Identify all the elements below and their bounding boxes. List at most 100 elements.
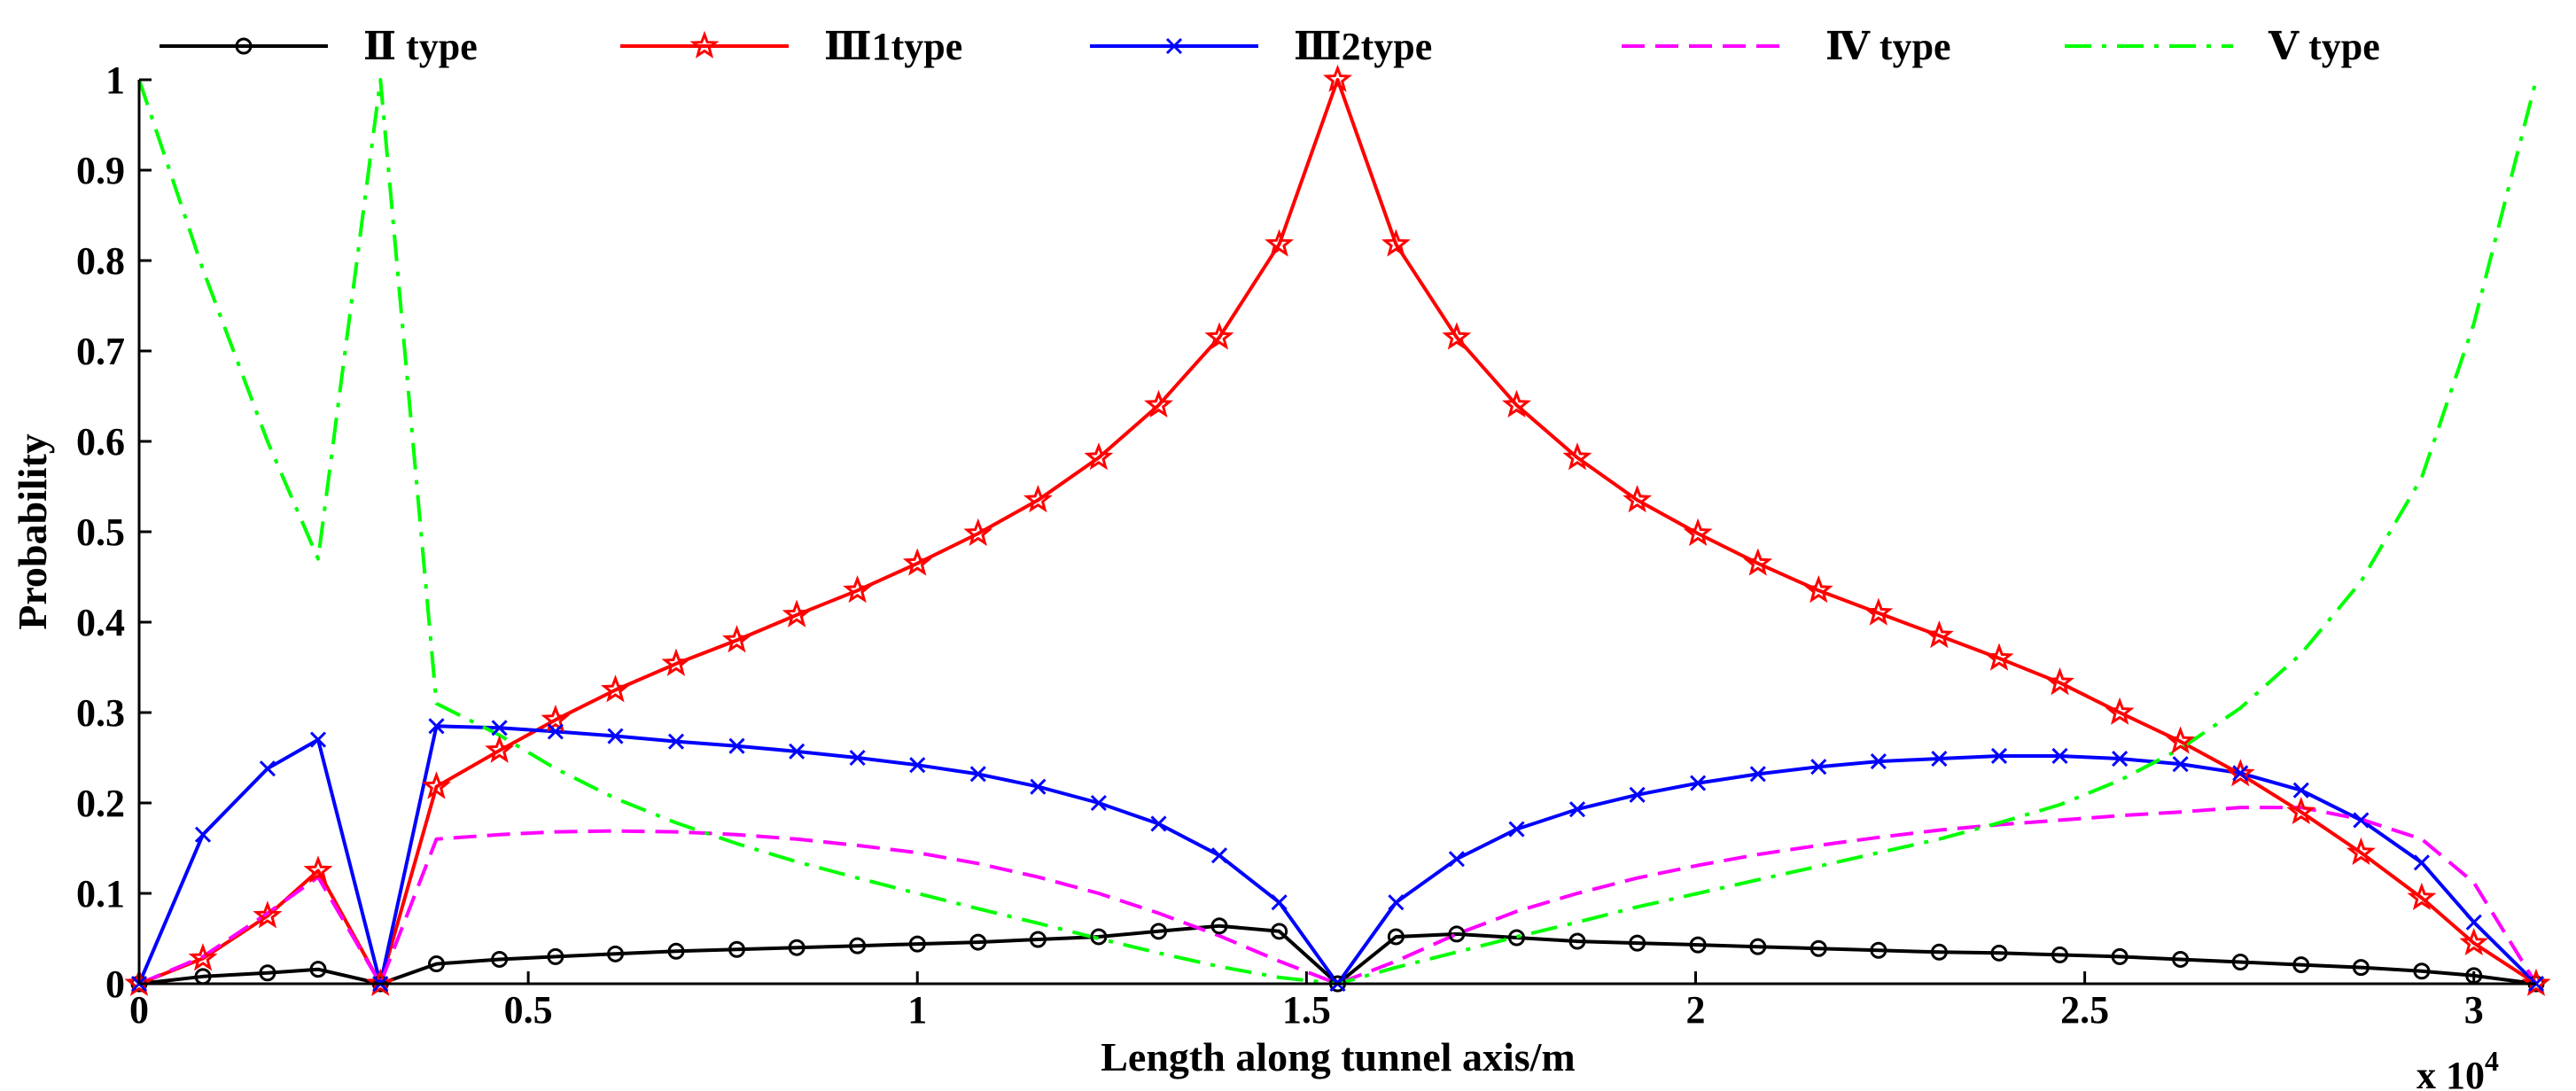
series-2-point — [1023, 485, 1053, 513]
series-3-point — [1690, 775, 1707, 791]
series-1-point — [1210, 917, 1228, 935]
series-3-point — [1271, 894, 1288, 911]
series-2-point — [485, 735, 515, 763]
series-line-5 — [137, 78, 2538, 986]
legend-label-4: Ⅳ type — [1825, 25, 1951, 68]
series-2-point — [1144, 389, 1173, 418]
y-ticks: 0 0.1 0.2 0.3 0.4 0.5 0.6 0.7 0.8 0.9 1 — [76, 58, 152, 1006]
series-1-point — [1870, 941, 1887, 959]
series-line-2 — [138, 78, 2538, 986]
series-1-point — [259, 964, 276, 982]
series-2-point — [2045, 666, 2074, 696]
series-2-point — [1623, 485, 1653, 513]
x-ticks: 0 0.5 1 1.5 2 2.5 3 — [129, 971, 2484, 1032]
series-2-point — [1442, 322, 1472, 350]
series-2-point — [843, 575, 873, 604]
series-2-point — [2166, 726, 2196, 754]
series-line-4 — [138, 806, 2538, 986]
series-3-point — [1448, 851, 1465, 868]
legend-label-5: Ⅴ type — [2268, 25, 2380, 68]
series-1-point — [1150, 923, 1168, 940]
series-2-point — [1204, 322, 1234, 350]
series-1-point — [908, 935, 926, 953]
y-tick-label: 0 — [105, 962, 125, 1006]
series-3-point — [2172, 756, 2189, 773]
series-2-point — [601, 674, 630, 703]
series-3-point — [1931, 750, 1948, 768]
series-2-point — [2346, 837, 2376, 866]
series-3-point — [728, 737, 745, 754]
series-2-point — [2225, 759, 2255, 787]
axes: 0 0.5 1 1.5 2 2.5 3 00.10.20.30.40.50.60.70.80… — [76, 58, 2536, 1032]
series-3-point — [1568, 801, 1586, 818]
series-3-point — [1090, 794, 1107, 812]
series-2-point — [963, 518, 993, 547]
legend-marker-2 — [689, 30, 720, 58]
x-tick-label: 0.5 — [504, 988, 553, 1032]
series-3-point — [2413, 854, 2430, 871]
y-tick-label: 0.3 — [76, 691, 125, 735]
series-3-point — [194, 826, 212, 843]
series-2-point — [1265, 229, 1295, 257]
series-2-point — [1502, 389, 1531, 418]
x-axis-multiplier: x 104 — [2416, 1045, 2499, 1091]
plot-area — [124, 64, 2551, 996]
series-1-point — [1029, 931, 1047, 948]
legend-label-2: Ⅲ1type — [824, 25, 962, 68]
series-1-point — [1090, 928, 1108, 946]
y-tick-label: 0.2 — [76, 782, 125, 825]
series-3-point — [789, 743, 805, 760]
x-tick-label: 1 — [907, 988, 927, 1032]
series-line-3 — [137, 724, 2538, 986]
series-3-point — [667, 733, 685, 750]
series-3-point — [607, 728, 624, 744]
series-2-point — [2459, 927, 2489, 956]
legend-label-1: Ⅱ type — [363, 25, 478, 68]
series-layer — [137, 78, 2538, 986]
y-tick-label: 1 — [105, 58, 125, 102]
series-2-point — [253, 900, 283, 929]
series-2-point — [303, 855, 333, 884]
series-1-point — [1930, 943, 1948, 961]
series-3-point — [2112, 750, 2129, 768]
series-1-point — [1689, 936, 1707, 954]
series-2-point — [2407, 882, 2437, 911]
legend: Ⅱ type Ⅲ1type Ⅲ2type Ⅳ type Ⅴ type — [160, 25, 2380, 68]
series-2-point — [782, 599, 812, 627]
series-2-point — [1381, 229, 1411, 257]
series-1-point — [2231, 954, 2249, 971]
series-3-point — [969, 766, 986, 783]
series-3-point — [1990, 747, 2008, 765]
series-1-point — [728, 940, 745, 958]
y-tick-label: 0.1 — [76, 872, 125, 916]
series-1-point — [606, 945, 624, 962]
series-3-point — [2232, 765, 2249, 782]
y-tick-label: 0.6 — [76, 420, 125, 464]
series-1-point — [788, 939, 805, 956]
series-1-point — [427, 955, 445, 973]
series-1-point — [1809, 939, 1827, 957]
legend-marker-1 — [235, 37, 253, 55]
legend-label-3: Ⅲ2type — [1294, 25, 1432, 68]
y-tick-label: 0.9 — [76, 149, 125, 192]
series-1-point — [2352, 959, 2370, 977]
y-axis-title: Probability — [10, 433, 55, 630]
y-tick-label: 0.8 — [76, 239, 125, 283]
series-3-point — [1810, 759, 1827, 775]
x-tick-label: 0 — [129, 988, 149, 1032]
series-3-point — [1210, 847, 1228, 864]
series-2-point — [188, 943, 218, 971]
series-1-point — [969, 933, 987, 951]
series-1-point — [2292, 956, 2310, 974]
y-tick-label: 0.5 — [76, 510, 125, 554]
marker-layer — [124, 64, 2551, 996]
x-axis-title: Length along tunnel axis/m — [1101, 1034, 1576, 1079]
series-3-point — [309, 731, 327, 748]
legend-marker-3 — [1165, 37, 1183, 55]
series-1-point — [309, 961, 327, 978]
series-3-point — [1150, 815, 1167, 832]
x-multiplier-exponent: 4 — [2485, 1045, 2499, 1077]
series-3-point — [2051, 747, 2068, 765]
series-3-point — [1870, 753, 1887, 770]
series-1-point — [2413, 962, 2431, 980]
